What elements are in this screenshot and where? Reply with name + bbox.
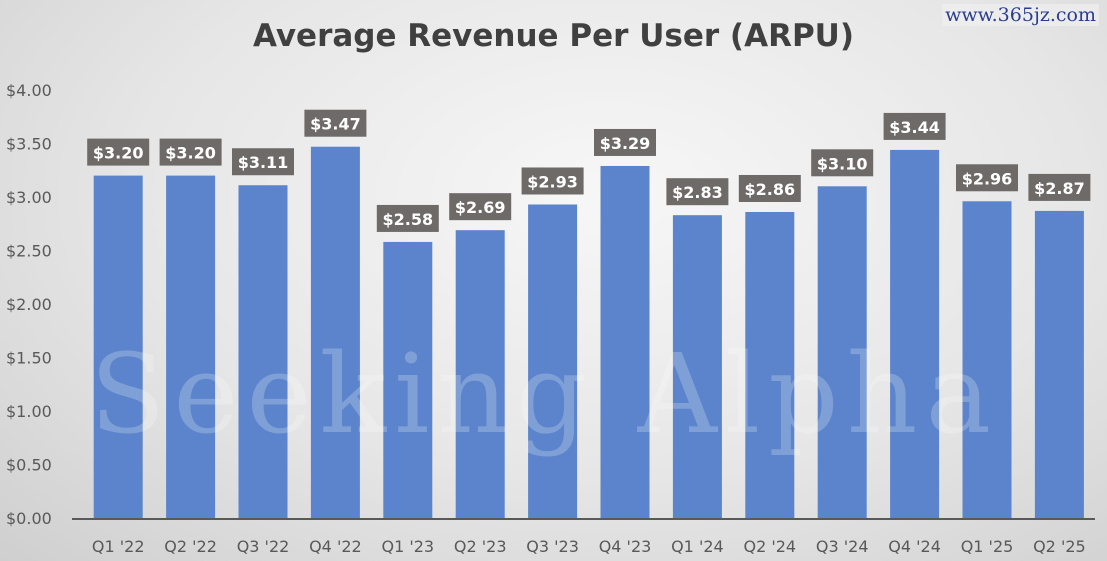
- data-label-box: [87, 138, 150, 166]
- bar: [93, 175, 143, 518]
- x-tick-label: Q2 '25: [1033, 537, 1086, 556]
- y-tick-label: $2.00: [6, 295, 52, 314]
- data-label: $3.10: [817, 154, 868, 173]
- watermark-seeking-alpha: Seeking Alpha: [90, 330, 1000, 458]
- data-label: $2.83: [672, 183, 723, 202]
- bar: [238, 185, 288, 519]
- x-tick-label: Q2 '22: [164, 537, 217, 556]
- bar: [890, 149, 940, 519]
- y-tick-label: $1.00: [6, 402, 52, 421]
- data-label-box: [666, 178, 729, 206]
- data-label-box: [811, 149, 874, 177]
- y-tick-label: $2.50: [6, 242, 52, 261]
- data-label: $2.93: [527, 172, 578, 191]
- data-label-box: [449, 193, 512, 221]
- data-label-box: [594, 128, 656, 156]
- data-label: $3.20: [165, 144, 216, 163]
- bar: [962, 201, 1012, 518]
- data-label-box: [1028, 173, 1091, 201]
- data-label: $3.11: [238, 153, 289, 172]
- bar: [817, 186, 867, 519]
- x-tick-label: Q1 '25: [961, 537, 1014, 556]
- chart-title: Average Revenue Per User (ARPU): [252, 18, 855, 54]
- data-label: $2.86: [744, 180, 795, 199]
- x-tick-label: Q2 '23: [454, 537, 507, 556]
- y-tick-label: $4.00: [6, 81, 52, 100]
- bar: [310, 146, 360, 518]
- watermark-url: www.365jz.com: [942, 4, 1099, 26]
- x-tick-label: Q1 '24: [671, 537, 724, 556]
- x-tick-label: Q3 '23: [526, 537, 579, 556]
- x-tick-label: Q4 '22: [309, 537, 362, 556]
- x-tick-label: Q1 '22: [92, 537, 145, 556]
- data-label: $2.58: [382, 210, 433, 229]
- data-label: $3.29: [600, 134, 651, 153]
- data-label: $3.44: [889, 118, 940, 137]
- data-label: $2.87: [1034, 179, 1085, 198]
- data-label-box: [232, 148, 294, 176]
- data-label-box: [304, 109, 367, 137]
- data-label: $2.96: [962, 169, 1013, 188]
- bar: [745, 211, 795, 519]
- data-label-box: [376, 204, 439, 232]
- bar: [528, 204, 578, 519]
- x-tick-label: Q3 '24: [816, 537, 869, 556]
- y-tick-label: $3.00: [6, 188, 52, 207]
- y-tick-label: $3.50: [6, 135, 52, 154]
- data-label: $2.69: [455, 198, 506, 217]
- y-tick-label: $0.00: [6, 509, 52, 528]
- x-tick-label: Q4 '24: [888, 537, 941, 556]
- data-label: $3.20: [93, 144, 144, 163]
- bar: [455, 230, 505, 519]
- data-label-box: [159, 138, 222, 166]
- bar: [383, 241, 433, 518]
- data-label-box: [883, 112, 946, 140]
- x-tick-label: Q1 '23: [381, 537, 434, 556]
- x-tick-label: Q3 '22: [237, 537, 290, 556]
- y-tick-label: $0.50: [6, 456, 52, 475]
- data-label-box: [521, 167, 584, 195]
- bar: [1034, 210, 1084, 518]
- data-label-box: [738, 174, 801, 202]
- bar: [166, 175, 216, 518]
- bar: [672, 215, 722, 518]
- data-label-box: [956, 164, 1018, 192]
- x-tick-label: Q4 '23: [599, 537, 652, 556]
- x-tick-label: Q2 '24: [743, 537, 796, 556]
- data-label: $3.47: [310, 115, 361, 134]
- y-tick-label: $1.50: [6, 349, 52, 368]
- bar: [600, 165, 650, 518]
